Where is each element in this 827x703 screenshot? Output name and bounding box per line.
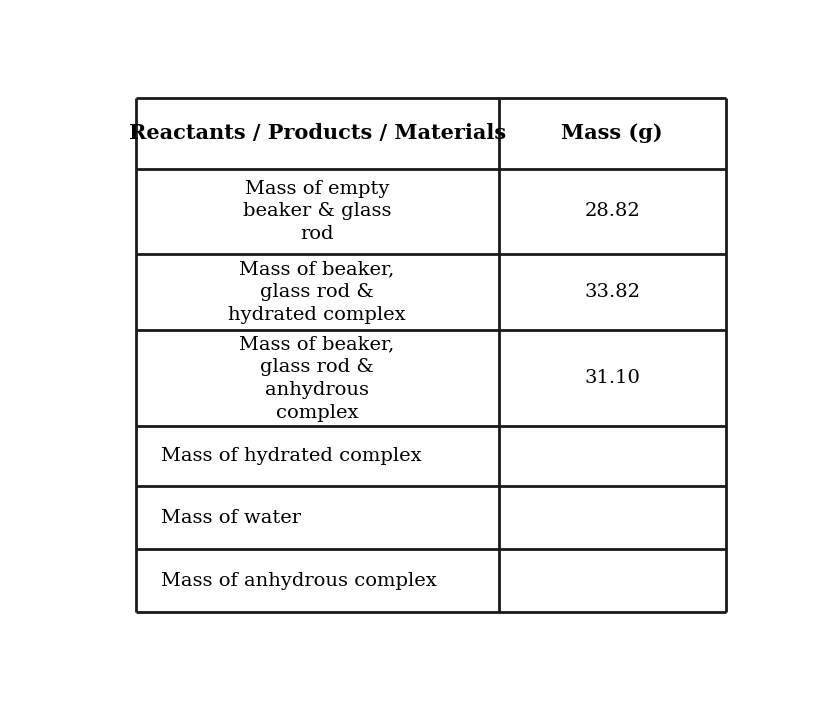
Text: Reactants / Products / Materials: Reactants / Products / Materials (128, 124, 505, 143)
Text: Mass of beaker,
glass rod &
anhydrous
complex: Mass of beaker, glass rod & anhydrous co… (239, 335, 394, 422)
Text: 28.82: 28.82 (584, 202, 639, 221)
Text: Mass (g): Mass (g) (561, 124, 662, 143)
Text: Mass of empty
beaker & glass
rod: Mass of empty beaker & glass rod (242, 179, 391, 243)
Text: 33.82: 33.82 (584, 283, 639, 301)
Text: Mass of anhydrous complex: Mass of anhydrous complex (161, 572, 437, 590)
Text: Mass of water: Mass of water (161, 509, 301, 527)
Text: 31.10: 31.10 (584, 369, 639, 387)
Text: Mass of beaker,
glass rod &
hydrated complex: Mass of beaker, glass rod & hydrated com… (228, 260, 405, 324)
Text: Mass of hydrated complex: Mass of hydrated complex (161, 447, 422, 465)
